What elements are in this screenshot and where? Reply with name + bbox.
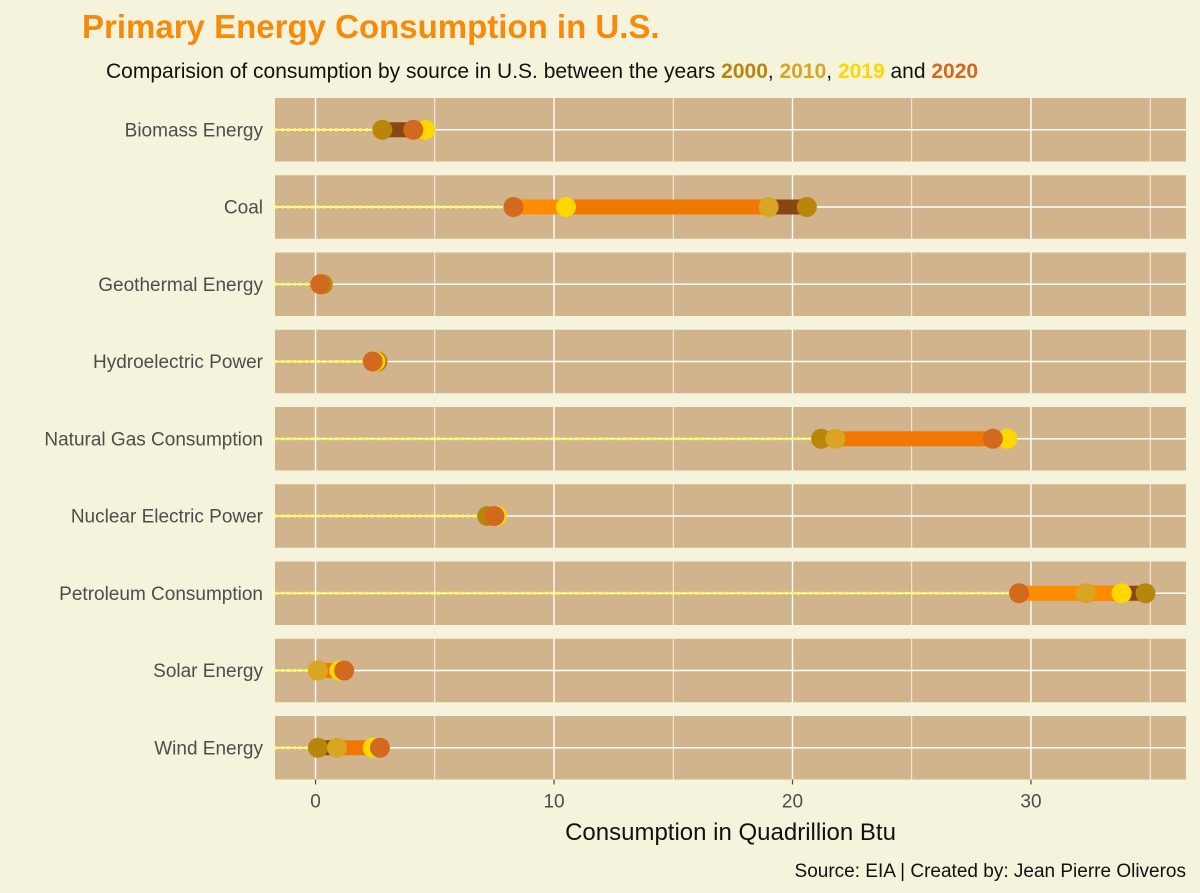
subtitle-year-2000: 2000 — [721, 60, 768, 83]
point-2010 — [758, 197, 779, 217]
category-row: Wind Energy — [154, 716, 1186, 780]
x-tick-label: 20 — [782, 792, 803, 813]
y-tick-label: Hydroelectric Power — [93, 352, 264, 373]
point-2000 — [372, 119, 393, 140]
y-tick-label: Nuclear Electric Power — [71, 507, 264, 528]
point-2019 — [1111, 583, 1132, 604]
subtitle-separator: and — [884, 60, 932, 83]
point-2020 — [484, 506, 505, 526]
point-2019 — [997, 428, 1018, 449]
category-row: Solar Energy — [153, 638, 1186, 703]
point-2010 — [327, 737, 348, 758]
y-tick-label: Geothermal Energy — [98, 275, 263, 296]
x-axis-title: Consumption in Quadrillion Btu — [565, 819, 896, 846]
category-row: Coal — [224, 175, 1186, 239]
y-tick-label: Solar Energy — [153, 661, 263, 682]
point-2010 — [825, 428, 846, 449]
point-2000 — [1135, 583, 1156, 604]
y-tick-label: Biomass Energy — [125, 120, 264, 141]
subtitle-separator: , — [826, 60, 838, 83]
y-tick-label: Petroleum Consumption — [59, 584, 263, 605]
category-row: Hydroelectric Power — [93, 329, 1186, 394]
point-2020 — [503, 197, 524, 217]
point-2000 — [796, 197, 817, 217]
subtitle-year-2020: 2020 — [931, 60, 979, 83]
category-row: Geothermal Energy — [98, 252, 1186, 316]
subtitle-year-2019: 2019 — [837, 60, 885, 83]
chart-caption: Source: EIA | Created by: Jean Pierre Ol… — [794, 861, 1186, 882]
chart-subtitle: Comparision of consumption by source in … — [106, 60, 978, 84]
x-tick-label: 30 — [1020, 792, 1041, 813]
point-2020 — [403, 119, 424, 140]
category-row: Biomass Energy — [125, 98, 1186, 162]
point-2010 — [1075, 583, 1096, 604]
subtitle-separator: , — [767, 60, 780, 83]
y-tick-label: Natural Gas Consumption — [44, 429, 263, 450]
point-2019 — [555, 197, 576, 217]
x-tick-label: 10 — [543, 792, 564, 813]
subtitle-text: Comparision of consumption by source in … — [106, 60, 722, 83]
y-tick-label: Wind Energy — [154, 738, 263, 759]
x-tick-label: 0 — [310, 792, 321, 813]
point-2020 — [310, 274, 331, 295]
chart-title: Primary Energy Consumption in U.S. — [82, 8, 660, 45]
y-tick-label: Coal — [224, 198, 263, 219]
point-2020 — [1009, 583, 1030, 604]
point-2020 — [982, 428, 1003, 449]
category-row: Nuclear Electric Power — [71, 484, 1186, 548]
point-2000 — [811, 428, 832, 449]
subtitle-year-2010: 2010 — [779, 60, 827, 83]
category-row: Petroleum Consumption — [59, 561, 1186, 625]
category-row: Natural Gas Consumption — [44, 407, 1186, 471]
point-2010 — [307, 660, 328, 681]
point-2020 — [369, 737, 390, 758]
point-2000 — [307, 737, 328, 758]
point-2020 — [362, 351, 383, 372]
point-2020 — [334, 660, 355, 681]
